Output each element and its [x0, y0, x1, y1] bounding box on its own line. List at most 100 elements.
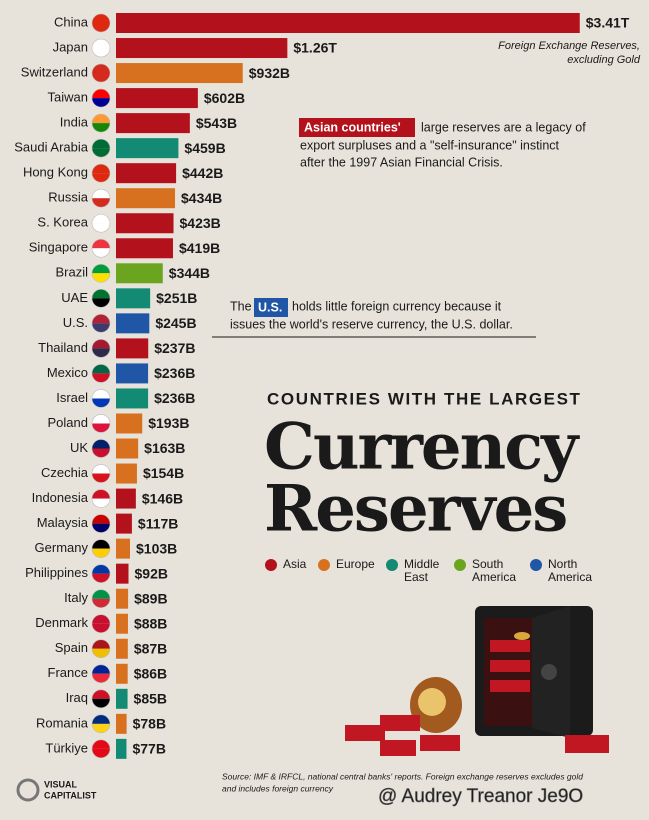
flag	[92, 39, 110, 49]
safe-illustration	[345, 606, 609, 756]
legend-swatch	[454, 559, 466, 571]
flag-outline	[91, 564, 111, 583]
legend-swatch	[265, 559, 277, 571]
category-label: Türkiye	[45, 740, 88, 755]
value-label: $89B	[134, 590, 167, 606]
annotation: after the 1997 Asian Financial Crisis.	[300, 155, 503, 169]
category-label: UK	[70, 440, 88, 455]
value-label: $543B	[196, 115, 237, 131]
category-label: Poland	[48, 415, 88, 430]
flag	[92, 439, 110, 449]
bar	[116, 613, 128, 634]
bar	[116, 138, 179, 159]
flag-outline	[91, 289, 111, 308]
bar	[116, 363, 149, 384]
value-label: $193B	[148, 415, 189, 431]
flag-outline	[91, 314, 111, 333]
category-label: Romania	[36, 715, 89, 730]
flag	[92, 323, 110, 333]
bar	[116, 388, 149, 409]
value-label: $86B	[134, 665, 167, 681]
flag	[92, 498, 110, 508]
flag-outline	[91, 639, 111, 659]
value-label: $1.26T	[293, 40, 337, 56]
annotation-highlight: Asian countries'	[304, 120, 401, 134]
source: and includes foreign currency	[222, 783, 334, 793]
flag-outline	[91, 13, 111, 33]
value-label: $146B	[142, 490, 183, 506]
flag	[92, 14, 110, 23]
category-label: Switzerland	[21, 64, 88, 79]
flag	[92, 164, 110, 174]
category-label: Russia	[48, 190, 89, 205]
legend-label: South	[472, 557, 503, 571]
legend-label: America	[472, 570, 516, 584]
bar	[116, 88, 198, 109]
bar	[116, 538, 131, 559]
legend-label: Middle	[404, 557, 440, 571]
category-label: Denmark	[35, 615, 88, 630]
flag-outline	[91, 589, 111, 608]
category-label: Saudi Arabia	[14, 140, 88, 155]
bar	[116, 38, 288, 59]
legend-label: America	[548, 570, 592, 584]
value-label: $932B	[249, 65, 290, 81]
flag	[92, 664, 110, 674]
category-label: Spain	[55, 640, 88, 655]
flag	[92, 648, 110, 658]
flag	[92, 389, 110, 399]
value-label: $236B	[154, 390, 195, 406]
flag-outline	[91, 389, 111, 408]
value-label: $236B	[154, 365, 195, 381]
category-label: Taiwan	[48, 90, 88, 105]
value-label: $78B	[133, 716, 166, 732]
bar	[116, 513, 132, 534]
category-label: Israel	[56, 390, 88, 405]
flag	[92, 114, 110, 124]
flag-outline	[91, 163, 111, 183]
category-label: Germany	[35, 540, 89, 555]
flag	[92, 464, 110, 474]
flag	[92, 564, 110, 574]
legend-swatch	[386, 559, 398, 571]
title-main: Reserves	[264, 472, 566, 547]
flag	[92, 639, 110, 649]
category-label: Malaysia	[37, 515, 89, 530]
value-label: $87B	[134, 640, 167, 656]
flag	[92, 623, 110, 633]
bar	[116, 713, 127, 734]
bar	[116, 588, 129, 609]
flag-outline	[91, 188, 111, 208]
category-label: S. Korea	[37, 215, 88, 230]
flag-outline	[91, 263, 111, 283]
bar	[116, 563, 129, 584]
value-label: $237B	[154, 340, 195, 356]
flag-outline	[91, 714, 111, 734]
flag-outline	[91, 514, 111, 533]
bar	[116, 238, 173, 259]
flag-outline	[91, 138, 111, 158]
title: COUNTRIES WITH THE LARGEST	[267, 389, 582, 408]
legend-label: Europe	[336, 557, 375, 571]
flag	[92, 539, 110, 549]
flag	[92, 139, 110, 149]
source: Source: IMF & IRFCL, national central ba…	[222, 771, 583, 781]
value-label: $88B	[134, 615, 167, 631]
flag	[92, 714, 110, 724]
bar	[116, 688, 128, 709]
flag-outline	[91, 38, 111, 58]
annotation: holds little foreign currency because it	[292, 299, 502, 313]
flag	[92, 223, 110, 233]
flag-outline	[91, 739, 111, 759]
flag-outline	[91, 113, 111, 133]
bar	[116, 313, 150, 334]
flag	[92, 523, 110, 533]
flag-outline	[91, 664, 111, 684]
value-label: $251B	[156, 290, 197, 306]
bar	[116, 413, 143, 434]
value-label: $245B	[155, 315, 196, 331]
flag	[92, 589, 110, 599]
category-label: Iraq	[66, 690, 88, 705]
bar	[116, 463, 137, 484]
bar	[116, 213, 174, 234]
